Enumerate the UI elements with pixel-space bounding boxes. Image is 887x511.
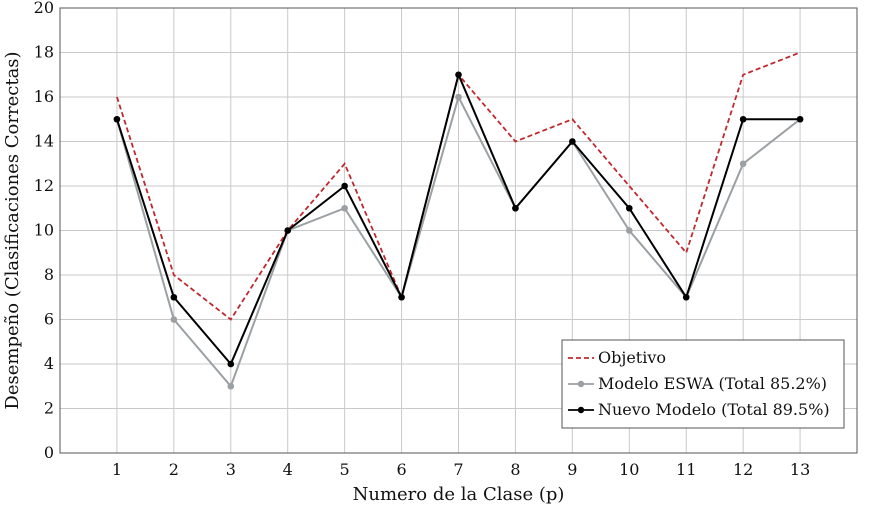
- data-point: [625, 227, 633, 234]
- y-axis-label: Desempeño (Clasificaciones Correctas): [2, 51, 23, 409]
- y-tick-label: 10: [34, 221, 54, 240]
- x-tick-label: 10: [619, 460, 639, 479]
- x-axis-label: Numero de la Clase (p): [353, 484, 565, 505]
- y-tick-label: 6: [44, 310, 54, 329]
- y-tick-label: 8: [44, 265, 54, 284]
- x-tick-label: 3: [226, 460, 236, 479]
- legend: Objetivo Modelo ESWA (Total 85.2%) Nuevo M…: [561, 339, 845, 429]
- x-tick-label: 1: [112, 460, 122, 479]
- data-point: [682, 293, 690, 301]
- x-tick-label: 8: [510, 460, 520, 479]
- data-point: [398, 293, 405, 301]
- x-tick-label: 11: [676, 460, 696, 479]
- data-point: [455, 71, 462, 79]
- y-tick-label: 4: [44, 354, 54, 373]
- data-point: [739, 160, 747, 168]
- y-tick-label: 16: [34, 87, 54, 106]
- data-point: [455, 93, 462, 101]
- y-tick-label: 2: [44, 399, 54, 418]
- data-point: [170, 316, 178, 323]
- data-point: [512, 204, 519, 212]
- legend-box: [561, 339, 845, 429]
- plot-frame: [59, 7, 858, 454]
- x-tick-label: 2: [169, 460, 179, 479]
- y-tick-label: 0: [44, 443, 54, 462]
- x-tick-label: 9: [567, 460, 577, 479]
- legend-item: Nuevo Modelo (Total 89.5%): [568, 400, 830, 419]
- data-point: [341, 182, 348, 190]
- legend-item: Objetivo: [568, 348, 666, 367]
- data-point: [625, 204, 633, 212]
- data-point: [341, 204, 348, 212]
- data-point: [170, 293, 178, 301]
- x-axis-ticks: 1 2 3 4 5 6 7 8 9 10 11 12 13: [112, 460, 810, 479]
- legend-label: Objetivo: [598, 348, 666, 367]
- x-tick-label: 6: [396, 460, 406, 479]
- x-tick-label: 13: [790, 460, 810, 479]
- x-tick-label: 5: [340, 460, 350, 479]
- series: [113, 51, 804, 390]
- y-tick-label: 18: [34, 43, 54, 62]
- x-tick-label: 4: [283, 460, 293, 479]
- legend-label: Nuevo Modelo (Total 89.5%): [598, 400, 830, 419]
- y-tick-label: 12: [34, 176, 54, 195]
- data-point: [227, 360, 235, 368]
- data-point: [113, 115, 121, 123]
- data-point: [284, 227, 292, 234]
- x-tick-label: 7: [453, 460, 463, 479]
- data-point: [569, 138, 576, 145]
- data-point: [796, 115, 804, 123]
- data-point: [227, 382, 235, 390]
- legend-label: Modelo ESWA (Total 85.2%): [598, 374, 827, 393]
- y-tick-label: 14: [34, 132, 54, 151]
- x-tick-label: 12: [733, 460, 753, 479]
- legend-marker: [577, 380, 585, 388]
- y-tick-label: 20: [34, 0, 54, 17]
- data-point: [739, 115, 747, 123]
- legend-item: Modelo ESWA (Total 85.2%): [568, 374, 827, 393]
- y-axis-ticks: 0 2 4 6 8 10 12 14 16 18 20: [34, 0, 54, 462]
- legend-marker: [577, 406, 585, 414]
- series-3: [113, 71, 804, 368]
